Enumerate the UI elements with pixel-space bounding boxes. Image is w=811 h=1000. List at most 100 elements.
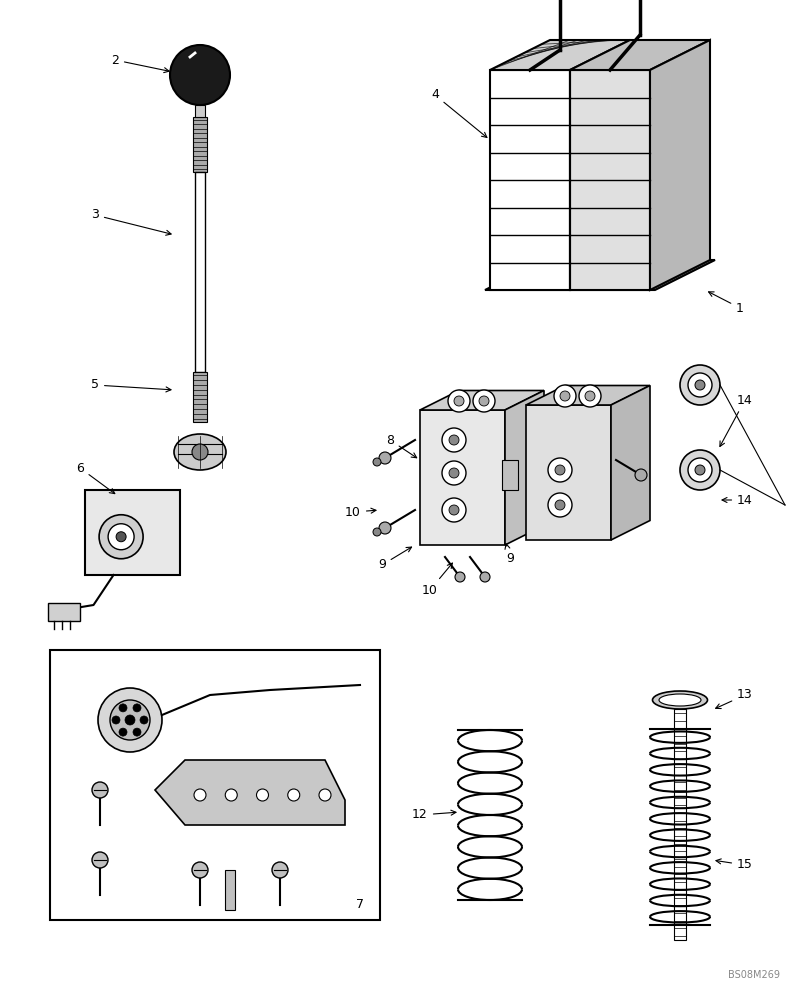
Bar xyxy=(673,709,685,940)
Circle shape xyxy=(478,396,488,406)
Text: 15: 15 xyxy=(715,858,752,871)
Text: 11: 11 xyxy=(571,462,597,475)
Polygon shape xyxy=(610,385,649,540)
Circle shape xyxy=(256,789,268,801)
Circle shape xyxy=(119,704,127,712)
Polygon shape xyxy=(649,40,709,290)
Bar xyxy=(195,105,204,117)
Circle shape xyxy=(560,391,569,401)
Text: 2: 2 xyxy=(111,53,169,73)
Circle shape xyxy=(116,532,126,542)
Text: 5: 5 xyxy=(91,378,171,392)
Bar xyxy=(49,603,80,621)
Text: 10: 10 xyxy=(422,563,452,596)
Circle shape xyxy=(448,390,470,412)
Circle shape xyxy=(441,461,466,485)
Circle shape xyxy=(473,390,495,412)
Circle shape xyxy=(287,789,299,801)
Ellipse shape xyxy=(652,691,706,709)
Bar xyxy=(50,650,380,920)
Text: 9: 9 xyxy=(378,547,411,572)
Circle shape xyxy=(634,469,646,481)
Circle shape xyxy=(372,458,380,466)
Circle shape xyxy=(547,493,571,517)
Circle shape xyxy=(694,380,704,390)
Circle shape xyxy=(372,528,380,536)
Circle shape xyxy=(108,524,134,550)
Circle shape xyxy=(98,688,162,752)
Text: 10: 10 xyxy=(345,506,375,518)
Circle shape xyxy=(553,385,575,407)
Ellipse shape xyxy=(174,434,225,470)
Circle shape xyxy=(379,452,391,464)
Circle shape xyxy=(687,458,711,482)
Circle shape xyxy=(694,465,704,475)
Circle shape xyxy=(109,700,150,740)
Text: 14: 14 xyxy=(719,393,752,446)
Polygon shape xyxy=(419,390,543,410)
Circle shape xyxy=(225,789,237,801)
Circle shape xyxy=(379,522,391,534)
Polygon shape xyxy=(489,40,629,70)
Polygon shape xyxy=(569,70,649,290)
Circle shape xyxy=(133,728,141,736)
Circle shape xyxy=(479,572,489,582)
Text: 6: 6 xyxy=(76,462,114,494)
Circle shape xyxy=(679,365,719,405)
Circle shape xyxy=(547,458,571,482)
Text: 10: 10 xyxy=(582,493,607,516)
Circle shape xyxy=(133,704,141,712)
Circle shape xyxy=(441,498,466,522)
Bar xyxy=(195,172,204,372)
Circle shape xyxy=(454,572,465,582)
Polygon shape xyxy=(419,410,504,545)
Circle shape xyxy=(191,862,208,878)
Circle shape xyxy=(119,728,127,736)
Polygon shape xyxy=(504,390,543,545)
Circle shape xyxy=(92,782,108,798)
Circle shape xyxy=(448,505,458,515)
Text: 13: 13 xyxy=(714,688,752,709)
Circle shape xyxy=(687,373,711,397)
Circle shape xyxy=(191,444,208,460)
Polygon shape xyxy=(526,385,649,405)
Circle shape xyxy=(578,385,600,407)
Polygon shape xyxy=(155,760,345,825)
Text: 9: 9 xyxy=(504,544,513,564)
Circle shape xyxy=(448,468,458,478)
Circle shape xyxy=(125,715,135,725)
Polygon shape xyxy=(489,70,569,290)
Text: 7: 7 xyxy=(355,898,363,912)
Circle shape xyxy=(139,716,148,724)
Bar xyxy=(193,117,207,172)
Text: BS08M269: BS08M269 xyxy=(727,970,779,980)
Text: 12: 12 xyxy=(412,808,456,822)
Circle shape xyxy=(112,716,120,724)
Bar xyxy=(193,372,207,422)
Polygon shape xyxy=(569,40,709,70)
Text: 14: 14 xyxy=(721,493,752,506)
Circle shape xyxy=(584,391,594,401)
Polygon shape xyxy=(484,260,714,290)
Circle shape xyxy=(448,435,458,445)
Circle shape xyxy=(441,428,466,452)
Text: 8: 8 xyxy=(385,434,416,458)
Bar xyxy=(225,870,234,910)
Circle shape xyxy=(554,500,564,510)
Circle shape xyxy=(169,45,230,105)
Text: 4: 4 xyxy=(431,89,487,137)
Text: 3: 3 xyxy=(91,209,171,235)
Circle shape xyxy=(679,450,719,490)
Circle shape xyxy=(92,852,108,868)
Text: 1: 1 xyxy=(708,292,743,314)
Circle shape xyxy=(99,515,143,559)
Ellipse shape xyxy=(659,694,700,706)
Circle shape xyxy=(554,465,564,475)
Circle shape xyxy=(319,789,331,801)
Polygon shape xyxy=(526,405,610,540)
Circle shape xyxy=(194,789,206,801)
Circle shape xyxy=(453,396,463,406)
Bar xyxy=(501,460,517,490)
Circle shape xyxy=(272,862,288,878)
Bar xyxy=(85,490,180,575)
